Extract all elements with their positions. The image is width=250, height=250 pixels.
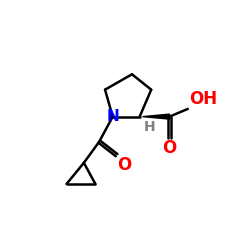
Text: OH: OH bbox=[189, 90, 217, 108]
Polygon shape bbox=[142, 114, 170, 119]
Text: O: O bbox=[162, 139, 177, 157]
Text: O: O bbox=[118, 156, 132, 174]
Text: H: H bbox=[144, 120, 155, 134]
Text: N: N bbox=[106, 109, 119, 124]
